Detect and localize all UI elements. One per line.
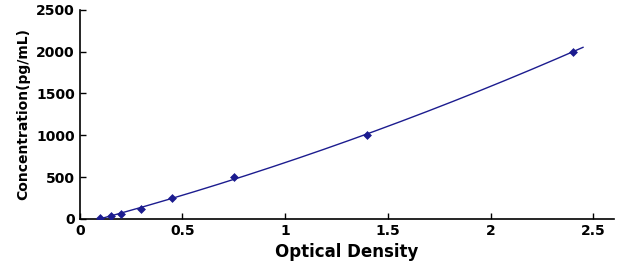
Point [568, 49, 578, 54]
Point [95, 215, 105, 220]
Point [362, 133, 372, 137]
Point [137, 206, 146, 211]
Point [106, 214, 116, 218]
X-axis label: Optical Density: Optical Density [275, 243, 418, 262]
Point [229, 175, 239, 179]
Y-axis label: Concentration(pg/mL): Concentration(pg/mL) [17, 28, 30, 200]
Point [116, 212, 126, 216]
Point [167, 196, 177, 200]
